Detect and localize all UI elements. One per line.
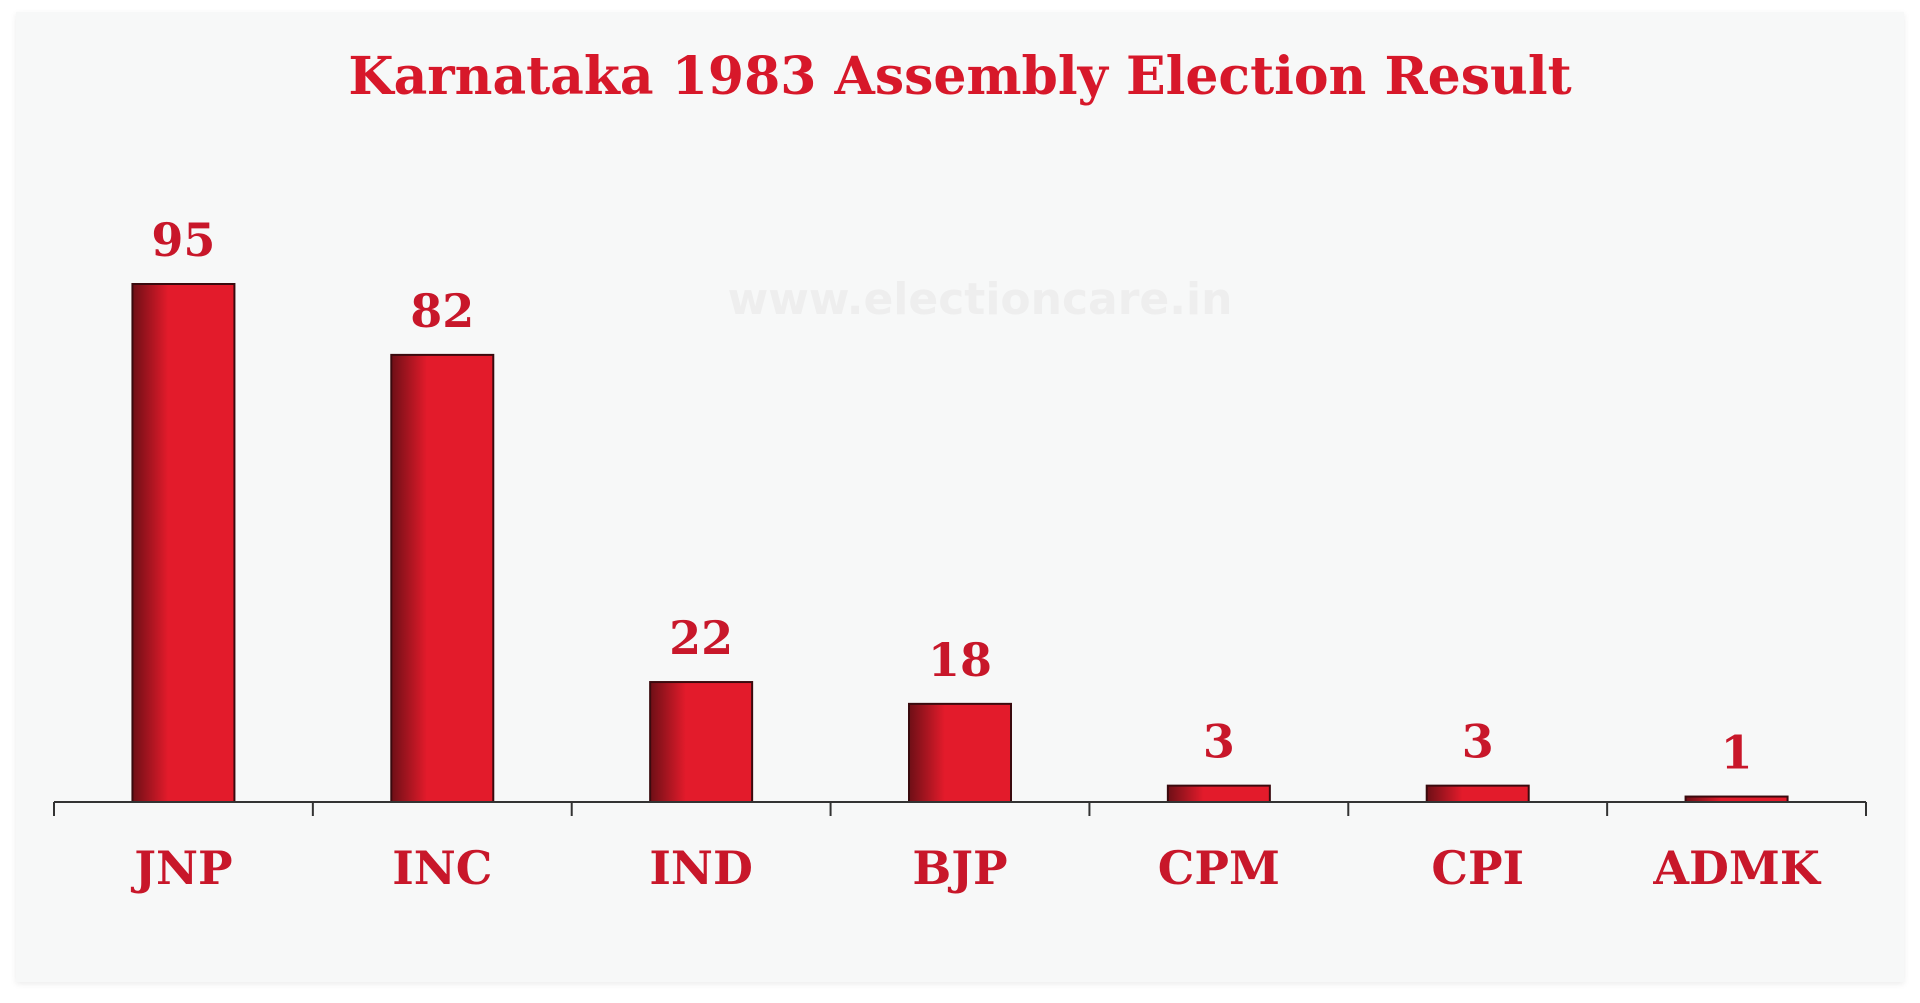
bars-group — [131, 283, 1789, 804]
category-label-cpm: CPM — [1158, 841, 1280, 895]
bar-bjp — [908, 702, 1012, 804]
bar-cpi — [1425, 784, 1530, 803]
bar-cpm — [1166, 784, 1271, 803]
category-label-jnp: JNP — [130, 841, 232, 895]
watermark-text: www.electioncare.in — [728, 274, 1233, 325]
labels-group: 95 JNP 82 INC 22 IND 18 BJP 3 CPM 3 CPI 1 ADMK — [130, 213, 1822, 895]
bar-inc — [390, 353, 495, 803]
value-label-inc: 82 — [410, 284, 474, 338]
bar-chart: Karnataka 1983 Assembly Election Result … — [53, 46, 1867, 895]
category-label-bjp: BJP — [912, 841, 1007, 895]
x-axis — [53, 801, 1867, 816]
chart-frame: Karnataka 1983 Assembly Election Result … — [16, 12, 1904, 982]
value-label-cpm: 3 — [1203, 715, 1235, 769]
value-label-ind: 22 — [669, 611, 733, 665]
chart-title: Karnataka 1983 Assembly Election Result — [348, 46, 1571, 107]
category-label-ind: IND — [649, 841, 752, 895]
category-label-cpi: CPI — [1431, 841, 1524, 895]
value-label-admk: 1 — [1721, 726, 1753, 780]
value-label-bjp: 18 — [928, 633, 992, 687]
value-label-cpi: 3 — [1462, 715, 1494, 769]
value-label-jnp: 95 — [151, 213, 215, 267]
category-label-admk: ADMK — [1652, 841, 1822, 895]
bar-jnp — [131, 283, 236, 803]
category-label-inc: INC — [392, 841, 492, 895]
bar-ind — [649, 681, 754, 804]
